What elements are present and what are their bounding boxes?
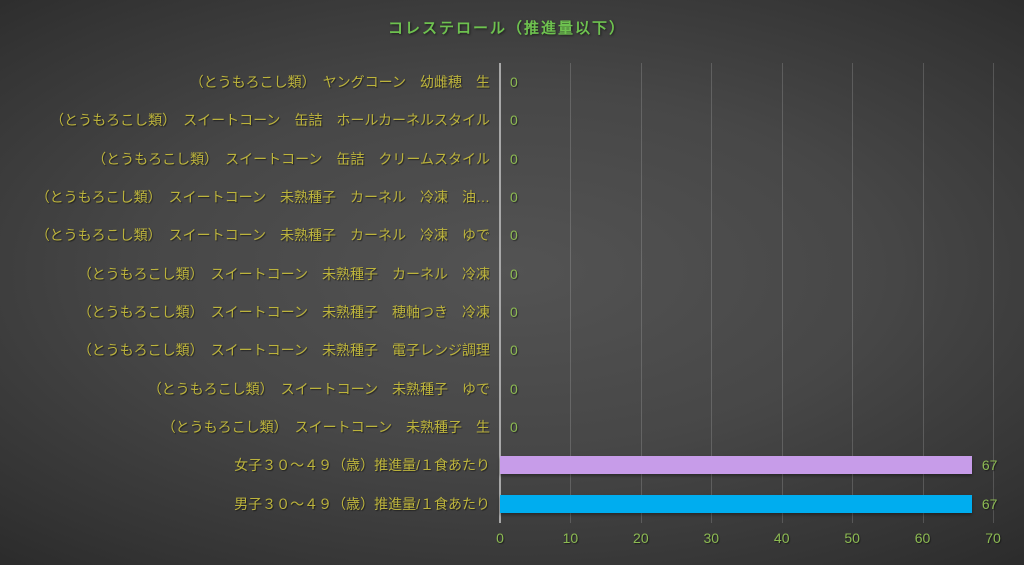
value-label: 67 bbox=[981, 457, 998, 474]
gridline bbox=[993, 63, 994, 523]
chart-row: 0 bbox=[500, 331, 993, 369]
category-label: 女子３０～４９（歳）推進量/１食あたり bbox=[234, 457, 490, 474]
category-label: （とうもろこし類） スイートコーン 未熟種子 カーネル 冷凍 油… bbox=[35, 189, 490, 206]
chart-row: 0 bbox=[500, 255, 993, 293]
value-label: 0 bbox=[510, 304, 518, 321]
category-label: （とうもろこし類） スイートコーン 未熟種子 カーネル 冷凍 ゆで bbox=[35, 227, 490, 244]
axis-tick-label: 0 bbox=[496, 530, 504, 546]
value-label: 0 bbox=[510, 419, 518, 436]
chart-row: 0 bbox=[500, 140, 993, 178]
chart-row: 0 bbox=[500, 63, 993, 101]
value-label: 0 bbox=[510, 342, 518, 359]
chart-row: 0 bbox=[500, 216, 993, 254]
value-label: 0 bbox=[510, 265, 518, 282]
category-label: （とうもろこし類） スイートコーン 未熟種子 ゆで bbox=[147, 380, 490, 397]
chart-row: 67 bbox=[500, 446, 997, 484]
x-axis: 0 10 20 30 40 50 60 70 bbox=[496, 530, 1001, 552]
gridline bbox=[640, 63, 642, 523]
chart-row: 0 bbox=[500, 408, 993, 446]
category-label: （とうもろこし類） スイートコーン 未熟種子 カーネル 冷凍 bbox=[77, 265, 490, 282]
chart-row: 0 bbox=[500, 370, 993, 408]
axis-tick-label: 30 bbox=[703, 530, 720, 546]
category-labels: （とうもろこし類） ヤングコーン 幼雌穂 生 （とうもろこし類） スイートコーン … bbox=[0, 63, 490, 523]
category-label: （とうもろこし類） スイートコーン 未熟種子 電子レンジ調理 bbox=[77, 342, 490, 359]
category-label: （とうもろこし類） ヤングコーン 幼雌穂 生 bbox=[189, 74, 490, 91]
chart-row: 0 bbox=[500, 101, 993, 139]
axis-tick-label: 10 bbox=[562, 530, 579, 546]
gridlines bbox=[500, 63, 994, 523]
y-axis-line bbox=[499, 63, 501, 523]
bar bbox=[500, 456, 972, 475]
value-label: 0 bbox=[510, 380, 518, 397]
gridline bbox=[711, 63, 713, 523]
gridline bbox=[781, 63, 783, 523]
gridline bbox=[852, 63, 854, 523]
value-label: 0 bbox=[510, 189, 518, 206]
plot-rows: 0 0 0 0 0 0 0 0 0 0 67 67 bbox=[500, 63, 997, 523]
gridline bbox=[922, 63, 924, 523]
axis-tick-label: 50 bbox=[844, 530, 860, 546]
chart-row: 67 bbox=[500, 485, 997, 523]
value-label: 0 bbox=[510, 150, 518, 167]
value-label: 0 bbox=[510, 74, 518, 91]
axis-tick-label: 20 bbox=[633, 530, 649, 546]
axis-tick-label: 60 bbox=[914, 530, 931, 546]
category-label: （とうもろこし類） スイートコーン 未熟種子 生 bbox=[161, 419, 490, 436]
category-label: （とうもろこし類） スイートコーン 缶詰 クリームスタイル bbox=[92, 150, 490, 167]
gridline bbox=[570, 63, 572, 523]
axis-tick-label: 70 bbox=[985, 530, 1001, 546]
axis-tick-label: 40 bbox=[773, 530, 790, 546]
chart-row: 0 bbox=[500, 178, 993, 216]
value-label: 67 bbox=[981, 495, 998, 512]
chart-title: コレステロール（推進量以下） bbox=[387, 20, 626, 37]
category-label: 男子３０～４９（歳）推進量/１食あたり bbox=[234, 495, 490, 512]
category-label: （とうもろこし類） スイートコーン 缶詰 ホールカーネルスタイル bbox=[50, 112, 490, 129]
category-label: （とうもろこし類） スイートコーン 未熟種子 穂軸つき 冷凍 bbox=[77, 304, 490, 321]
value-label: 0 bbox=[510, 227, 518, 244]
chart-row: 0 bbox=[500, 293, 993, 331]
bar bbox=[500, 494, 972, 513]
value-label: 0 bbox=[510, 112, 518, 129]
